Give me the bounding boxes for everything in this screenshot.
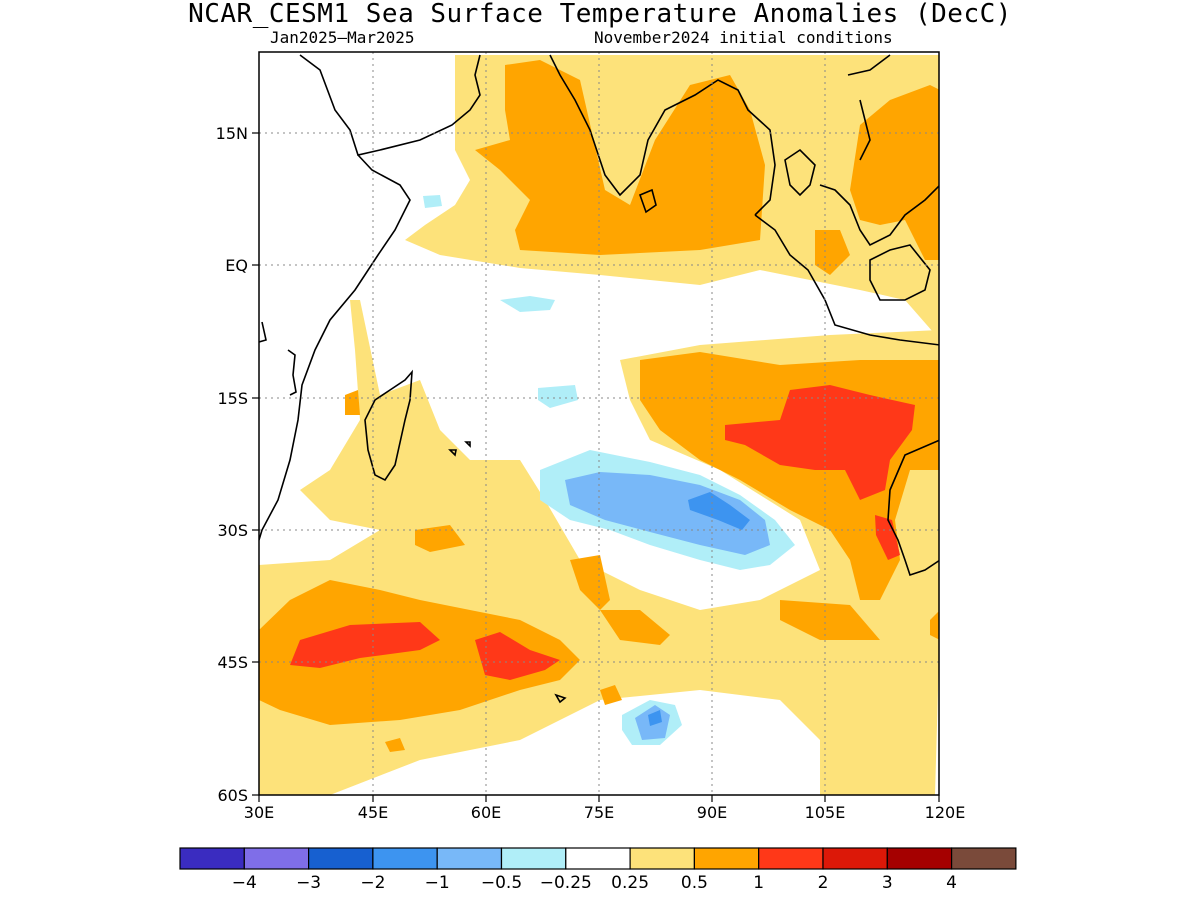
lon-label: 120E	[925, 803, 966, 822]
forecast-period: Jan2025–Mar2025	[270, 28, 415, 47]
colorbar-swatch	[436, 847, 503, 870]
colorbar-swatch	[308, 847, 374, 870]
colorbar-swatch	[822, 847, 888, 870]
colorbar: −4 −3 −2 −1 −0.5 −0.25 0.25 0.5 1 2 3 4	[179, 847, 1017, 893]
lat-label: 15N	[216, 124, 248, 143]
colorbar-label: −4	[232, 873, 257, 893]
lat-label: 60S	[217, 786, 248, 805]
initial-conditions: November2024 initial conditions	[594, 28, 893, 47]
lon-label: 90E	[697, 803, 727, 822]
lat-label: 45S	[217, 653, 248, 672]
colorbar-label: −2	[360, 873, 385, 893]
colorbar-label: 3	[882, 873, 893, 893]
colorbar-swatch	[950, 847, 1017, 870]
colorbar-swatch	[372, 847, 438, 870]
colorbar-label: 1	[753, 873, 764, 893]
colorbar-label: 2	[818, 873, 829, 893]
colorbar-label: 4	[946, 873, 957, 893]
colorbar-swatch	[886, 847, 953, 870]
lon-label: 75E	[584, 803, 614, 822]
colorbar-swatch	[565, 847, 631, 870]
lat-label: EQ	[225, 256, 248, 275]
lat-tick-labels: 15N EQ 15S 30S 45S 60S	[216, 124, 248, 805]
lon-label: 30E	[244, 803, 274, 822]
colorbar-swatch	[693, 847, 760, 870]
lon-label: 105E	[805, 803, 846, 822]
lon-label: 60E	[471, 803, 501, 822]
colorbar-swatch	[758, 847, 824, 870]
colorbar-label: −1	[425, 873, 450, 893]
anomaly-field	[259, 55, 939, 795]
colorbar-label: −0.25	[540, 873, 592, 893]
chart-title: NCAR_CESM1 Sea Surface Temperature Anoma…	[188, 0, 1012, 29]
colorbar-label: 0.25	[611, 873, 649, 893]
colorbar-label: 0.5	[681, 873, 708, 893]
lat-label: 30S	[217, 521, 248, 540]
colorbar-label: −0.5	[481, 873, 522, 893]
colorbar-swatch	[179, 847, 245, 870]
lon-tick-marks	[258, 795, 940, 802]
anomaly-neg-1-2	[648, 492, 750, 726]
colorbar-label: −3	[296, 873, 321, 893]
lat-label: 15S	[217, 389, 248, 408]
colorbar-swatch	[500, 847, 567, 870]
colorbar-swatch	[629, 847, 695, 870]
lat-tick-marks	[252, 132, 259, 796]
coastlines	[259, 54, 939, 704]
colorbar-swatch	[243, 847, 310, 870]
lon-label: 45E	[358, 803, 388, 822]
anomaly-1-2	[290, 385, 915, 680]
graticule	[259, 52, 939, 795]
lon-tick-labels: 30E 45E 60E 75E 90E 105E 120E	[244, 803, 966, 822]
